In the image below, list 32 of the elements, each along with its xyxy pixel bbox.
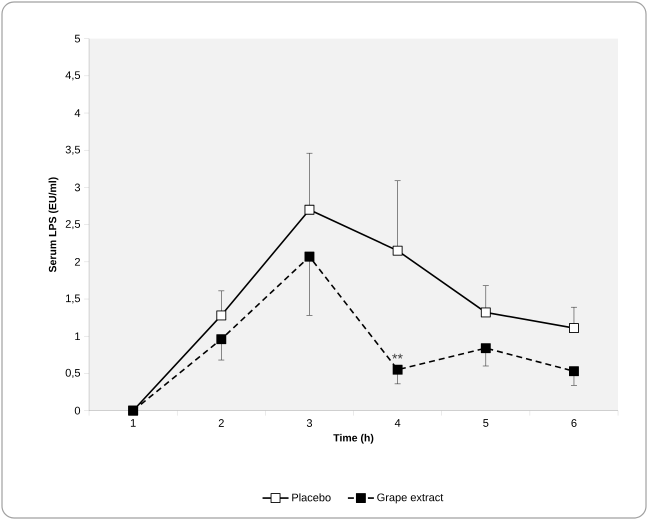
legend-label: Grape extract — [377, 493, 444, 504]
y-tick-label: 4,5 — [65, 71, 80, 80]
x-tick-label: 6 — [571, 419, 577, 427]
point — [392, 246, 403, 256]
point — [569, 323, 579, 333]
y-tick-label: 2 — [74, 258, 80, 266]
point — [569, 366, 579, 376]
y-tick-label: 1 — [75, 332, 80, 340]
point — [392, 364, 403, 375]
y-axis-title: Serum LPS (EU/ml) — [48, 177, 58, 272]
point — [480, 343, 491, 354]
x-tick-label: 1 — [130, 419, 136, 427]
x-axis-title: Time (h) — [333, 434, 374, 444]
y-tick-label: 0,5 — [66, 368, 80, 378]
y-tick-label: 0 — [74, 406, 80, 415]
legend-label: Placebo — [292, 493, 331, 502]
x-tick-label: 3 — [306, 419, 312, 427]
annotation: ** — [392, 354, 403, 359]
x-tick-label: 4 — [394, 419, 400, 427]
point — [216, 310, 226, 320]
point — [304, 252, 314, 262]
x-tick-label: 5 — [483, 419, 488, 427]
point — [480, 307, 491, 318]
y-tick-label: 3 — [74, 184, 80, 192]
y-tick-label: 4 — [74, 109, 80, 117]
point — [216, 334, 226, 344]
y-tick-label: 2,5 — [66, 220, 80, 230]
point — [304, 204, 314, 215]
x-tick-label: 2 — [218, 419, 224, 427]
y-tick-label: 5 — [74, 34, 80, 42]
y-tick-label: 1,5 — [66, 294, 80, 304]
y-tick-label: 3,5 — [66, 146, 80, 155]
